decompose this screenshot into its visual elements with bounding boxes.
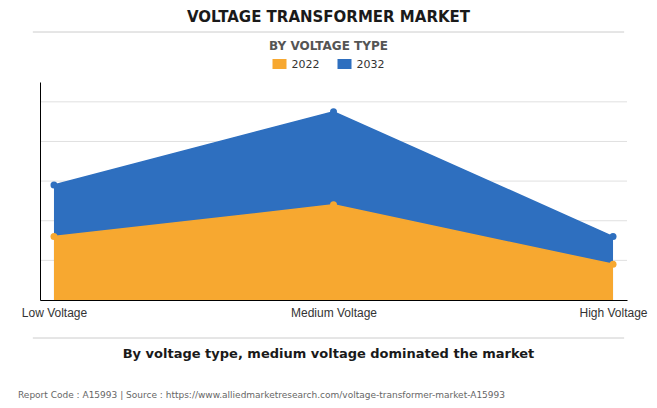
- marker: [330, 108, 337, 115]
- x-tick: Low Voltage: [22, 300, 88, 320]
- title: VOLTAGE TRANSFORMER MARKET: [187, 8, 471, 26]
- x-tick: High Voltage: [579, 300, 647, 320]
- subtitle: BY VOLTAGE TYPE: [269, 39, 388, 53]
- legend-swatch: [338, 59, 352, 69]
- grid-line: [40, 101, 627, 102]
- y-axis: [40, 83, 41, 301]
- area: [54, 112, 613, 300]
- y-axis-line: [40, 83, 41, 301]
- legend-label: 2022: [292, 58, 320, 71]
- legend: 2022 2032: [273, 58, 385, 71]
- marker: [50, 182, 57, 189]
- x-tick: Medium Voltage: [291, 300, 377, 320]
- legend-item: 2032: [338, 58, 385, 71]
- legend-swatch: [273, 59, 287, 69]
- plot: Low Voltage Medium Voltage High Voltage: [22, 83, 648, 320]
- separator: [33, 32, 624, 33]
- x-axis: Low Voltage Medium Voltage High Voltage: [22, 300, 648, 320]
- legend-label: 2032: [357, 58, 385, 71]
- markers: [50, 201, 616, 267]
- x-axis-line: [41, 300, 628, 301]
- marker: [610, 233, 617, 240]
- area: [54, 205, 613, 300]
- marker: [330, 201, 337, 208]
- legend-item: 2022: [273, 58, 320, 71]
- markers: [50, 108, 616, 240]
- x-tick-label: High Voltage: [579, 306, 647, 320]
- x-tick-label: Medium Voltage: [291, 306, 377, 320]
- footer: By voltage type, medium voltage dominate…: [123, 346, 535, 361]
- marker: [50, 233, 57, 240]
- marks: [50, 108, 616, 300]
- source-note: Report Code : A15993 | Source : https://…: [18, 390, 505, 400]
- separator: [33, 338, 624, 339]
- line: [54, 205, 613, 264]
- line: [54, 112, 613, 237]
- chart: VOLTAGE TRANSFORMER MARKET BY VOLTAGE TYP…: [0, 0, 657, 408]
- marker: [610, 261, 617, 268]
- x-tick-label: Low Voltage: [22, 306, 88, 320]
